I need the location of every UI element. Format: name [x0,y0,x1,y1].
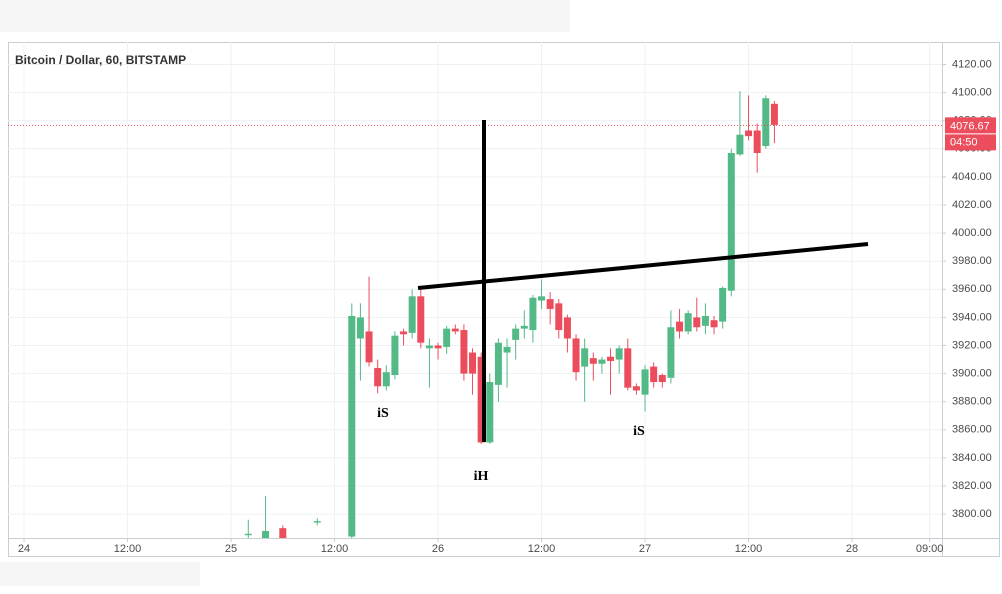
candle-body [632,386,640,391]
candle-body [400,331,408,335]
candle-body [503,346,511,353]
candles [8,91,942,538]
blurred-footer [0,562,200,586]
candle-body [365,331,373,363]
drawn-trend-line [417,242,869,290]
annotation: iS [633,424,645,439]
candle-body [262,530,270,538]
candle-body [770,103,778,125]
candle-body [374,367,382,387]
y-tick-label: 4120.00 [952,58,992,70]
x-tick-label: 12:00 [735,543,763,555]
candle-body [727,153,735,291]
candle-body [382,372,390,387]
candle-body [745,130,753,137]
candle-body [494,342,502,385]
candle-body [425,345,433,349]
candle-body [624,348,632,388]
x-tick-label: 28 [846,543,858,555]
candle-body [486,382,494,443]
y-tick-label: 4000.00 [952,227,992,239]
candle-body [417,296,425,343]
x-tick-label: 12:00 [321,543,349,555]
candle-body [615,348,623,360]
y-tick-label: 4100.00 [952,86,992,98]
candle-body [701,315,709,326]
y-tick-label: 3880.00 [952,396,992,408]
last-price-label: 4076.67 [950,120,990,132]
y-tick-label: 3820.00 [952,480,992,492]
candle-body [408,296,416,333]
x-tick-label: 12:00 [114,543,142,555]
y-tick-label: 3940.00 [952,311,992,323]
chart-title: Bitcoin / Dollar, 60, BITSTAMP [15,53,186,67]
candle-body [667,327,675,378]
candle-body [762,98,770,146]
candle-body [279,528,287,538]
candle-body [607,356,615,361]
x-tick-label: 24 [18,543,30,555]
candle-body [451,328,459,332]
x-tick-label: 25 [225,543,237,555]
blurred-header [0,0,570,32]
candle-body [658,375,666,383]
chart-frame [8,42,1000,557]
candle-body [736,134,744,155]
candle-body [443,328,451,347]
y-tick-label: 4040.00 [952,171,992,183]
annotation: iH [474,469,489,484]
candle-body [555,303,563,331]
candle-body [529,297,537,331]
x-tick-label: 09:00 [916,543,944,555]
y-tick-label: 3840.00 [952,452,992,464]
candle-body [650,366,658,383]
candle-body [641,369,649,395]
candle-body [693,317,701,328]
candle-body [356,317,364,339]
candle-body [753,130,761,154]
y-tick-label: 4020.00 [952,199,992,211]
grid [8,42,942,538]
candle-body [581,348,589,367]
candle-body [469,352,477,374]
candle-body [434,345,442,349]
candle-body [313,521,321,523]
candle-body [512,328,520,340]
y-tick-label: 3800.00 [952,508,992,520]
candle-body [719,287,727,322]
candle-body [684,313,692,332]
last-price-box [945,117,996,134]
candle-body [477,356,485,443]
candle-body [676,321,684,332]
candle-body [538,296,546,301]
y-tick-label: 3980.00 [952,255,992,267]
candle-body [348,315,356,537]
axes: 3800.00 3820.00 3840.00 3860.00 3880.00 3900.… [18,58,996,555]
annotation: iS [377,406,389,421]
candle-body [572,338,580,373]
y-tick-label: 3960.00 [952,283,992,295]
candle-body [391,335,399,376]
candle-body [598,359,606,364]
y-tick-label: 3860.00 [952,424,992,436]
x-tick-label: 12:00 [528,543,556,555]
candle-body [589,358,597,364]
countdown-box [945,134,996,151]
candle-body [710,320,718,328]
candle-body [546,299,554,309]
candle-body [520,325,528,329]
x-tick-label: 27 [639,543,651,555]
candle-body [563,317,571,339]
countdown-label: 04:50 [950,136,978,148]
x-tick-label: 26 [432,543,444,555]
candle-body [244,533,252,536]
y-tick-label: 3920.00 [952,339,992,351]
candle-body [460,330,468,374]
y-tick-label: 3900.00 [952,368,992,380]
